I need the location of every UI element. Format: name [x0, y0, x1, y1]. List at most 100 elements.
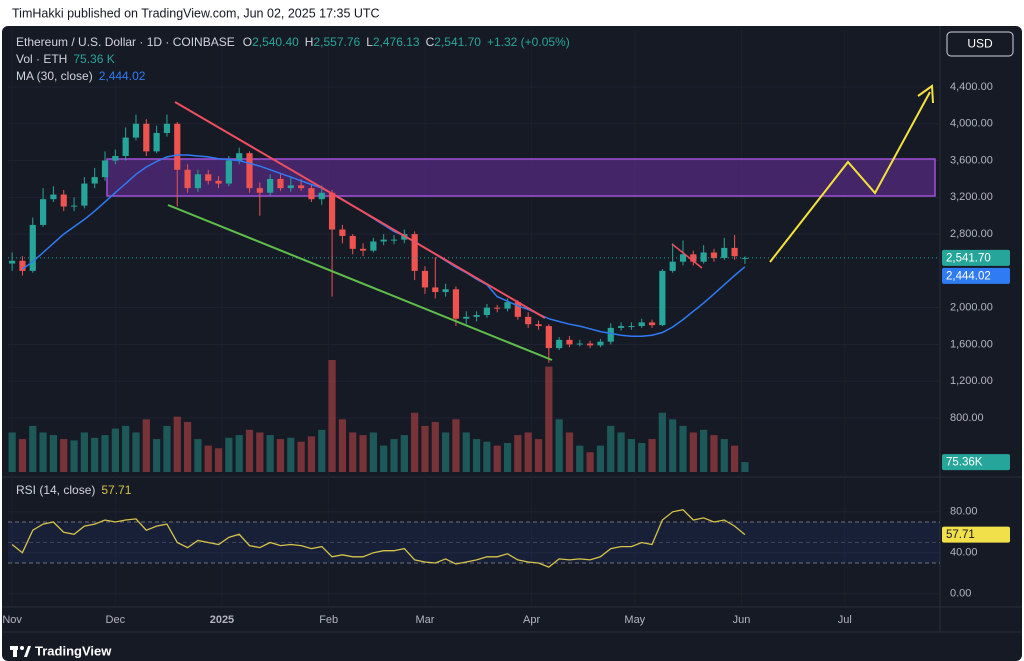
x-tick-label: Dec	[106, 614, 126, 626]
volume-bar	[307, 436, 316, 472]
candle-body	[225, 160, 232, 184]
ohlc-key: H	[305, 35, 314, 49]
currency-label[interactable]: USD	[967, 37, 993, 51]
x-tick-label: Jul	[838, 614, 852, 626]
candle-body	[308, 188, 315, 200]
volume-bar	[689, 432, 697, 472]
candle-body	[112, 155, 119, 161]
candle-body	[411, 234, 418, 271]
y-tick-label: 800.00	[950, 412, 984, 424]
volume-bar	[349, 432, 357, 472]
brand-name: TradingView	[35, 643, 112, 658]
volume-bar	[514, 435, 522, 472]
candle-body	[659, 270, 666, 326]
volume-bar	[225, 437, 233, 472]
volume-bar	[555, 419, 563, 472]
candle-body	[452, 289, 460, 319]
volume-value-label-bg	[942, 454, 1010, 471]
volume-bar	[8, 432, 16, 472]
volume-legend-name: Vol · ETH	[16, 52, 67, 66]
candle-body	[81, 183, 88, 206]
volume-bar	[648, 439, 656, 472]
volume-bar	[39, 432, 47, 472]
arrow-head	[917, 84, 934, 104]
legend-line: Vol · ETH 75.36 K	[16, 52, 115, 66]
volume-bars	[8, 360, 749, 472]
publisher-line: TimHakki published on TradingView.com, J…	[12, 6, 380, 20]
volume-bar	[60, 439, 68, 472]
volume-bar	[18, 439, 27, 472]
volume-bar	[49, 435, 58, 472]
logo-part	[13, 646, 17, 657]
candle-body	[669, 261, 676, 271]
y-tick-label: 4,400.00	[950, 81, 993, 93]
volume-bar	[132, 432, 140, 472]
candle-body	[731, 247, 738, 257]
candle-body	[70, 205, 78, 207]
volume-bar	[503, 443, 512, 472]
candle-body	[617, 326, 625, 328]
candle-body	[174, 123, 181, 170]
candle-body	[556, 339, 563, 349]
volume-bar	[318, 429, 326, 472]
volume-bar	[359, 435, 367, 472]
candle-body	[380, 239, 387, 242]
volume-bar	[607, 425, 615, 472]
rsi-tick-label: 0.00	[950, 588, 971, 600]
x-tick-label: Apr	[523, 614, 540, 626]
legend-line: MA (30, close) 2,444.02	[16, 69, 146, 83]
logo-part	[24, 646, 31, 657]
candle-body	[442, 289, 449, 293]
y-tick-label: 3,200.00	[950, 191, 993, 203]
volume-bar	[741, 462, 749, 472]
volume-bar	[534, 439, 543, 472]
volume-bar	[153, 439, 161, 472]
candle-body	[514, 302, 521, 317]
drawings-back	[106, 158, 936, 197]
volume-bar	[256, 432, 264, 472]
y-tick-label: 4,000.00	[950, 118, 993, 130]
candle-body	[700, 252, 707, 262]
rsi-band-fill	[8, 522, 940, 563]
volume-bar	[483, 441, 491, 472]
resistance-zone	[106, 158, 936, 197]
volume-bar	[576, 445, 584, 472]
candle-body	[143, 123, 150, 152]
candle-body	[328, 192, 336, 230]
volume-bar	[101, 435, 109, 472]
y-tick-label: 2,000.00	[950, 302, 993, 314]
candle-body	[721, 247, 728, 259]
volume-bar	[710, 435, 718, 472]
candle-body	[390, 239, 398, 241]
volume-bar	[730, 445, 739, 472]
candle-body	[576, 343, 583, 345]
last-price-label: 2,541.70	[946, 252, 991, 264]
candle-body	[267, 178, 274, 193]
rsi-value-label-bg	[942, 526, 1010, 543]
currency-button[interactable]	[946, 31, 1014, 57]
volume-value-label: 75.36K	[946, 457, 983, 469]
legend-line: Ethereum / U.S. Dollar · 1D · COINBASE O2…	[16, 35, 570, 49]
volume-bar	[442, 432, 450, 472]
grid	[8, 30, 940, 605]
volume-bar	[524, 432, 532, 472]
ma-value-label-bg	[942, 267, 1010, 284]
candle-body	[318, 192, 325, 200]
volume-bar	[472, 439, 481, 472]
candle-body	[628, 326, 635, 328]
volume-bar	[122, 425, 130, 472]
volume-bar	[669, 419, 677, 472]
downtrend-line	[174, 101, 546, 319]
candle-body	[163, 123, 171, 133]
rsi-legend-value: 57.71	[101, 483, 131, 497]
volume-bar	[627, 439, 636, 472]
candle-body	[473, 315, 480, 317]
volume-bar	[194, 439, 202, 472]
candle-body	[638, 322, 645, 327]
volume-bar	[287, 437, 295, 472]
volume-bar	[214, 448, 223, 472]
candle-body	[483, 307, 490, 316]
volume-bar	[91, 437, 99, 472]
candle-body	[215, 180, 222, 184]
